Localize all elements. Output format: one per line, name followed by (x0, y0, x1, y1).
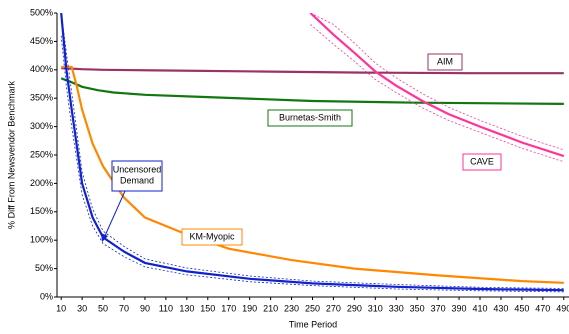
x-tick-label: 190 (242, 303, 257, 313)
y-tick-label: 0% (40, 291, 53, 301)
series-line (61, 65, 564, 284)
x-tick-label: 10 (56, 303, 66, 313)
series-line (309, 13, 565, 158)
x-tick-label: 410 (472, 303, 487, 313)
x-tick-label: 310 (368, 303, 383, 313)
confidence-band (60, 13, 564, 289)
series-label-box (181, 228, 243, 246)
y-tick-label: 250% (30, 149, 53, 159)
plot-area (60, 13, 565, 293)
confidence-band (310, 24, 564, 163)
x-tick-label: 430 (493, 303, 508, 313)
x-tick-label: 270 (326, 303, 341, 313)
x-tick-label: 450 (514, 303, 529, 313)
annotation-arrowhead (101, 233, 108, 242)
x-tick-label: 290 (347, 303, 362, 313)
y-tick-label: 100% (30, 235, 53, 245)
y-tick-label: 50% (35, 263, 53, 273)
series-line (61, 67, 564, 75)
y-tick-label: 200% (30, 178, 53, 188)
annotation-arrow (103, 190, 126, 239)
series-label: AIM (437, 56, 453, 66)
series-line (60, 13, 564, 292)
x-axis-label: Time Period (289, 319, 337, 329)
series-label: Uncensored Demand (113, 165, 162, 186)
series-label: Burnetas-Smith (279, 112, 341, 122)
x-tick-label: 210 (263, 303, 278, 313)
series-line (60, 77, 564, 105)
x-tick-label: 470 (535, 303, 550, 313)
x-tick-label: 30 (77, 303, 87, 313)
series-label-box (462, 153, 502, 171)
x-tick-label: 110 (159, 303, 173, 313)
series-label: CAVE (470, 156, 494, 166)
series-label-box (427, 53, 463, 71)
x-tick-label: 150 (200, 303, 215, 313)
x-tick-label: 70 (119, 303, 129, 313)
x-tick-label: 170 (221, 303, 236, 313)
y-tick-label: 450% (30, 36, 53, 46)
y-tick-label: 350% (30, 93, 53, 103)
y-tick-label: 500% (30, 7, 53, 17)
x-tick-label: 90 (140, 303, 150, 313)
y-tick-label: 300% (30, 121, 53, 131)
y-axis-label: % Diff From Newsvendor Benchmark (6, 81, 16, 229)
y-tick-label: 150% (30, 206, 53, 216)
confidence-band (310, 13, 564, 151)
x-tick-label: 330 (389, 303, 404, 313)
series-label-box (267, 109, 353, 127)
x-tick-label: 250 (305, 303, 320, 313)
x-tick-label: 230 (284, 303, 299, 313)
x-tick-label: 350 (410, 303, 425, 313)
x-tick-label: 370 (431, 303, 446, 313)
y-tick-label: 400% (30, 64, 53, 74)
x-tick-label: 50 (98, 303, 108, 313)
series-label-box (111, 160, 163, 192)
confidence-band (60, 35, 564, 293)
x-tick-label: 130 (179, 303, 194, 313)
series-label: KM-Myopic (189, 231, 235, 241)
x-tick-label: 390 (452, 303, 467, 313)
x-tick-label: 490 (556, 303, 569, 313)
